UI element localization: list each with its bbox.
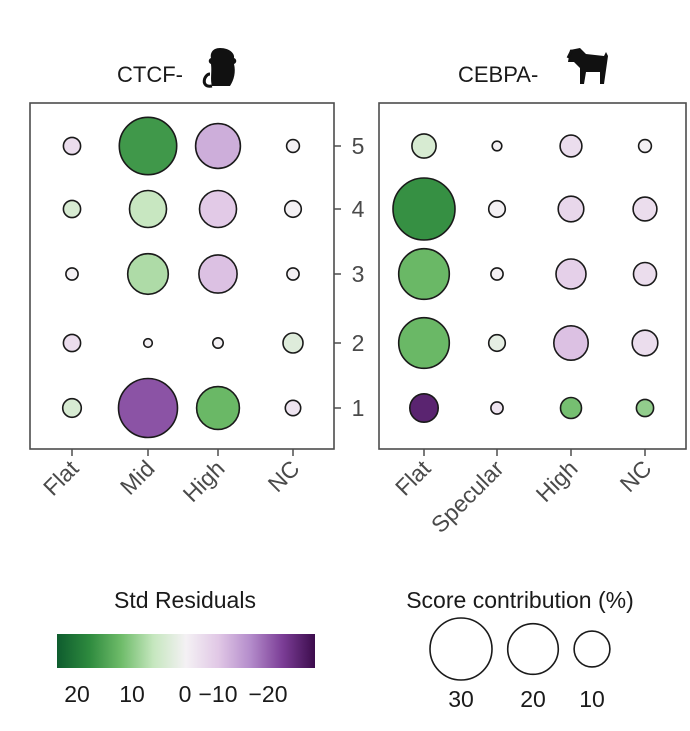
bubble-specular-2 [487,333,507,353]
bubble-mid-2 [142,337,154,349]
bubble-high-2 [212,336,225,349]
bubble-layer-cebpa [392,133,659,423]
bubble-nc-4 [632,196,658,222]
bubble-high-3 [198,254,238,294]
bubble-flat-3 [65,267,79,281]
y-axis: 1 2 3 4 5 [334,133,365,421]
legend-color-tick: −10 [198,681,237,707]
bubble-mid-4 [128,189,168,229]
bubble-high-3 [555,258,587,290]
bubble-high-5 [194,122,242,170]
y-tick-label-5: 5 [352,133,365,159]
bubble-nc-1 [635,398,655,418]
legend-size-label-30: 30 [448,686,474,712]
bubble-flat-2 [397,316,451,370]
bubble-mid-5 [118,116,178,176]
bubble-nc-1 [284,399,302,417]
bubble-flat-2 [62,333,82,353]
bubble-mid-1 [117,377,179,439]
x-tick-label-mid: Mid [115,455,160,500]
y-tick-label-2: 2 [352,330,365,356]
bubble-flat-5 [411,133,437,159]
bubble-specular-1 [490,401,504,415]
bubble-flat-4 [392,177,456,241]
bubble-high-4 [198,189,238,229]
bubble-high-1 [559,396,583,420]
legend-size: Score contribution (%) 30 20 10 [406,587,634,712]
legend-size-circles: 30 20 10 [429,617,611,712]
bubble-flat-3 [397,247,451,301]
bubble-high-5 [559,134,583,158]
legend-color-title: Std Residuals [114,587,256,613]
bubble-specular-3 [490,267,504,281]
bubble-nc-3 [632,261,658,287]
legend-size-circle-10 [573,630,611,668]
panel-title-ctcf: CTCF- [117,62,183,87]
bubble-flat-1 [61,397,83,419]
bubble-flat-5 [62,136,82,156]
legend-color-tick: −20 [248,681,287,707]
bubble-specular-4 [487,199,507,219]
legend-size-circle-30 [429,617,493,681]
y-tick-label-4: 4 [352,196,365,222]
x-tick-label-specular: Specular [426,455,509,538]
legend-colorbar [57,634,315,668]
legend-size-label-20: 20 [520,686,546,712]
legend-color-ticks: 20 10 0 −10 −20 [64,681,287,707]
panel-title-cebpa: CEBPA- [458,62,538,87]
y-tick-label-1: 1 [352,395,365,421]
bubble-flat-1 [408,392,439,423]
legend-size-circle-20 [506,622,560,676]
bubble-high-1 [195,385,241,431]
bubble-nc-2 [282,332,304,354]
legend-size-title: Score contribution (%) [406,587,634,613]
bubble-mid-3 [126,252,170,296]
panel-ctcf: CTCF- Flat Mid High NC [29,48,335,507]
x-axis-ctcf: Flat Mid High NC [38,449,305,507]
bubble-high-2 [552,324,589,361]
legend-color-tick: 0 [179,681,192,707]
x-tick-label-nc: NC [263,455,305,497]
dog-icon [566,48,608,84]
bubble-nc-5 [285,138,301,154]
y-tick-label-3: 3 [352,261,365,287]
x-tick-label-flat: Flat [390,455,436,501]
bubble-flat-4 [62,199,82,219]
bubble-high-4 [557,195,585,223]
x-tick-label-nc: NC [615,455,657,497]
bubble-layer-ctcf [61,116,304,439]
bubble-nc-2 [631,329,659,357]
x-tick-label-high: High [531,455,583,507]
bubble-nc-5 [637,138,653,154]
legend-color-tick: 10 [119,681,145,707]
bubble-nc-4 [283,199,303,219]
monkey-icon [202,48,237,88]
legend-size-label-10: 10 [579,686,605,712]
x-tick-label-flat: Flat [38,455,84,501]
legend-color: Std Residuals 20 10 0 −10 −20 [57,587,315,707]
x-tick-label-high: High [178,455,230,507]
legend-color-tick: 20 [64,681,90,707]
bubble-specular-5 [491,140,503,152]
plot-frame-ctcf [29,102,335,450]
bubble-nc-3 [286,267,300,281]
